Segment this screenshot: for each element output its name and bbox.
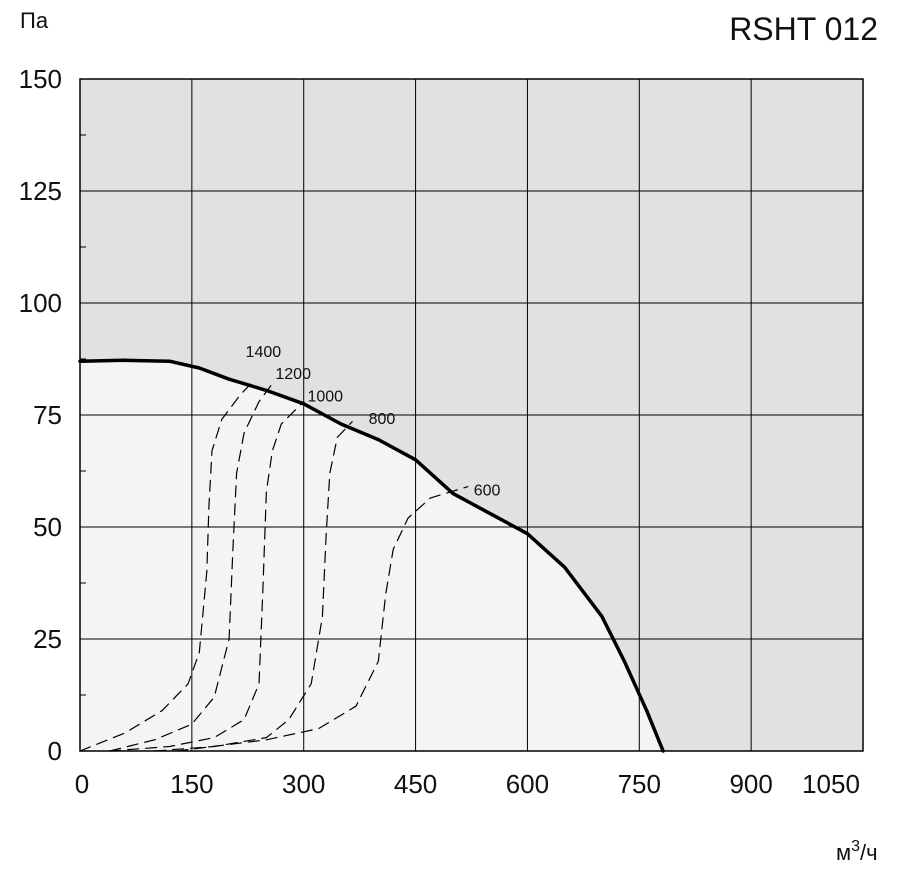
chart-title: RSHT 012 [729,11,878,47]
x-axis-unit-base: м [836,840,851,865]
x-axis-unit-sup: 3 [851,838,860,855]
y-tick-label: 125 [19,176,62,206]
minor-ticks [80,134,86,696]
y-tick-label: 150 [19,64,62,94]
plot-border [79,78,864,752]
x-tick-label: 750 [618,769,661,799]
grid-lines [79,78,864,752]
speed-curve-1000 [109,401,305,752]
curve-label-1000: 1000 [307,389,343,406]
speed-curve-1200 [109,383,273,752]
y-tick-label: 0 [48,736,62,766]
x-tick-label: 900 [729,769,772,799]
x-axis-unit-tail: /ч [860,840,878,865]
x-tick-label: 1050 [802,769,860,799]
max-pressure-curve [78,358,665,753]
x-tick-label: 600 [506,769,549,799]
y-tick-labels: 0 25 50 75 100 125 150 [19,64,62,766]
speed-curve-800 [154,421,353,752]
y-tick-label: 75 [33,400,62,430]
x-tick-label: 150 [170,769,213,799]
x-tick-label: 300 [282,769,325,799]
x-tick-labels: 0 150 300 450 600 750 900 1050 [75,769,860,799]
x-tick-label: 0 [75,769,89,799]
y-tick-label: 50 [33,512,62,542]
curve-label-800: 800 [369,411,396,428]
curve-label-1200: 1200 [275,366,311,383]
curve-label-1400: 1400 [246,344,282,361]
x-axis-unit-label: м3/ч [836,838,878,865]
y-tick-label: 100 [19,288,62,318]
y-tick-label: 25 [33,624,62,654]
x-tick-label: 450 [394,769,437,799]
curve-label-600: 600 [474,483,501,500]
speed-curve-600 [176,486,469,752]
curves-layer [78,358,665,753]
y-axis-unit-label: Па [20,8,49,33]
speed-curve-1400 [79,378,256,752]
curve-labels-layer: 1400 1200 1000 800 600 [246,344,501,500]
